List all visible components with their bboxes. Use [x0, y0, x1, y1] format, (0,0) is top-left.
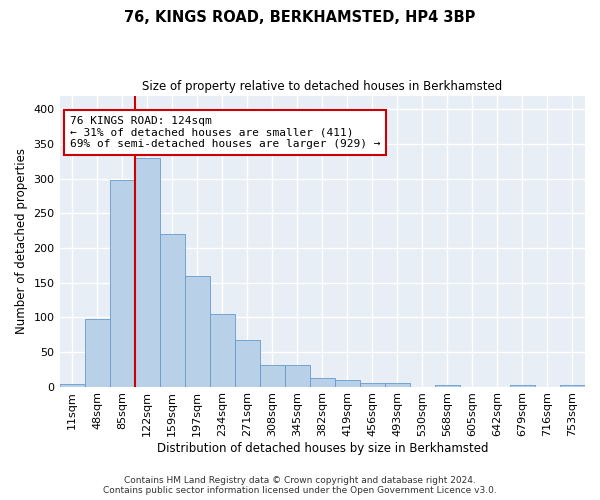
Text: Contains HM Land Registry data © Crown copyright and database right 2024.
Contai: Contains HM Land Registry data © Crown c…: [103, 476, 497, 495]
Bar: [85, 320, 110, 386]
Title: Size of property relative to detached houses in Berkhamsted: Size of property relative to detached ho…: [142, 80, 502, 93]
Bar: [360, 383, 385, 386]
Bar: [510, 384, 535, 386]
Bar: [260, 365, 285, 386]
Bar: [134, 158, 160, 386]
Bar: [560, 384, 585, 386]
Y-axis label: Number of detached properties: Number of detached properties: [15, 148, 28, 334]
Bar: [59, 384, 85, 386]
Text: 76 KINGS ROAD: 124sqm
← 31% of detached houses are smaller (411)
69% of semi-det: 76 KINGS ROAD: 124sqm ← 31% of detached …: [70, 116, 380, 149]
Bar: [310, 378, 335, 386]
Bar: [335, 380, 360, 386]
Bar: [160, 234, 185, 386]
Bar: [435, 384, 460, 386]
Bar: [110, 180, 134, 386]
X-axis label: Distribution of detached houses by size in Berkhamsted: Distribution of detached houses by size …: [157, 442, 488, 455]
Bar: [185, 276, 209, 386]
Bar: [385, 383, 410, 386]
Text: 76, KINGS ROAD, BERKHAMSTED, HP4 3BP: 76, KINGS ROAD, BERKHAMSTED, HP4 3BP: [124, 10, 476, 25]
Bar: [209, 314, 235, 386]
Bar: [285, 365, 310, 386]
Bar: [235, 340, 260, 386]
